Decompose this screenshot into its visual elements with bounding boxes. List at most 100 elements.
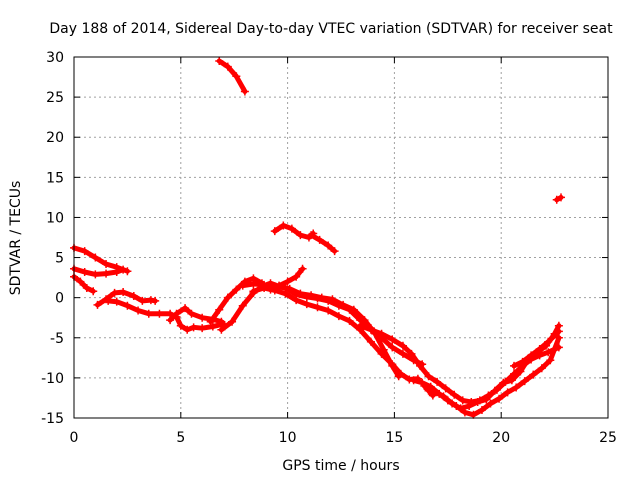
data-point [324,241,333,250]
y-tick-label: 30 [46,50,64,66]
data-point [503,388,512,397]
data-point [529,370,538,379]
data-point [223,293,232,302]
data-point [206,317,215,326]
data-point [80,247,89,256]
data-point [279,221,288,230]
data-point [208,322,217,331]
data-point [450,390,459,399]
data-point [155,309,164,318]
data-point [516,367,525,376]
data-point [334,312,343,321]
data-point [458,396,467,405]
data-point [345,316,354,325]
data-point [249,287,258,296]
data-point [119,288,128,297]
data-point [546,356,555,365]
data-point [428,391,437,400]
x-tick-label: 25 [599,430,617,446]
data-point [315,235,324,244]
y-tick-label: -15 [41,411,64,427]
data-point [238,281,247,290]
data-point [249,280,258,289]
y-tick-label: -5 [50,331,64,347]
data-point [198,324,207,333]
data-point [307,231,316,240]
data-point [215,305,224,314]
data-point [302,292,311,301]
data-point [377,349,386,358]
data-point [166,316,175,325]
data-point [420,381,429,390]
data-point [424,386,433,395]
y-tick-label: 25 [46,90,64,106]
data-point [93,300,102,309]
x-tick-label: 5 [176,430,185,446]
y-tick-labels: -15 -10 -5 0 5 10 15 20 25 30 [41,50,64,427]
data-point [228,317,237,326]
data-track-track-18 [308,232,338,254]
data-point [198,313,207,322]
x-tick-label: 15 [385,430,403,446]
data-point [366,325,375,334]
data-point [465,401,474,410]
data-point [270,227,279,236]
grid [74,57,608,418]
data-point [356,321,365,330]
data-point [302,300,311,309]
data-point [270,282,279,291]
y-tick-label: 0 [55,291,64,307]
data-point [260,280,269,289]
data-point [298,264,307,273]
data-point [183,325,192,334]
data-point [119,265,128,274]
data-point [520,377,529,386]
data-point [441,384,450,393]
data-point [91,270,100,279]
data-point [80,267,89,276]
data-point [388,360,397,369]
data-point [448,399,457,408]
data-point [217,317,226,326]
data-point [112,267,121,276]
y-tick-label: -10 [41,371,64,387]
data-point [189,323,198,332]
data-track-track-3 [71,274,96,294]
data-point [123,301,132,310]
data-point [232,285,241,294]
data-point [172,309,181,318]
data-point [292,290,301,299]
y-tick-label: 10 [46,210,64,226]
y-tick-label: 5 [55,251,64,267]
data-point [388,335,397,344]
data-point [552,195,561,204]
data-point [377,329,386,338]
data-point [409,376,418,385]
data-point [292,272,301,281]
data-point [424,372,433,381]
data-track-track-16 [216,58,248,94]
data-point [407,349,416,358]
data-point [469,410,478,419]
data-point [334,301,343,310]
data-point [495,394,504,403]
data-point [473,397,482,406]
data-point [512,383,521,392]
data-point [176,321,185,330]
data-point [518,357,527,366]
data-point [215,57,224,66]
data-point [324,296,333,305]
data-point [499,378,508,387]
data-point [112,297,121,306]
data-point [102,259,111,268]
data-point [82,284,91,293]
data-point [104,296,113,305]
data-point [324,306,333,315]
data-point [398,349,407,358]
x-tick-labels: 0 5 10 15 20 25 [70,430,617,446]
data-point [554,327,563,336]
data-point [313,294,322,303]
data-point [89,287,98,296]
y-tick-label: 15 [46,170,64,186]
